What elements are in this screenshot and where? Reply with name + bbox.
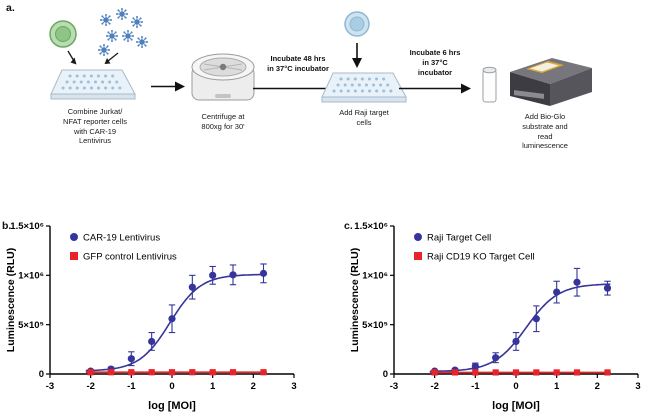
data-point [260, 369, 267, 376]
data-point [87, 369, 94, 376]
data-point [128, 369, 135, 376]
data-point [512, 369, 520, 376]
data-point [209, 369, 216, 376]
legend-label: Raji CD19 KO Target Cell [427, 252, 535, 263]
y-tick-label: 0 [383, 369, 388, 380]
legend-marker [414, 233, 422, 241]
fit-curve [429, 283, 611, 373]
x-tick-label: 3 [635, 381, 640, 392]
data-point [573, 369, 581, 376]
legend-label: Raji Target Cell [427, 233, 491, 244]
legend-label: CAR-19 Lentivirus [83, 233, 160, 244]
step4-caption: Add Bio-Glo substrate and read luminesce… [522, 112, 568, 151]
data-point [189, 369, 196, 376]
data-point [188, 283, 196, 291]
legend-marker [414, 252, 422, 260]
y-axis-title: Luminescence (RLU) [349, 248, 361, 352]
data-point [127, 355, 135, 363]
centrifuge-icon [191, 53, 255, 101]
step1-caption: Combine Jurkat/ NFAT reporter cells with… [63, 107, 127, 146]
x-tick-label: -2 [86, 381, 94, 392]
x-tick-label: -1 [471, 381, 480, 392]
x-tick-label: 0 [169, 381, 174, 392]
data-point [259, 269, 268, 277]
data-point [553, 288, 561, 296]
incubate-6-label: Incubate 6 hrs in 37°C incubator [409, 48, 461, 77]
y-tick-label: 5×10⁵ [362, 320, 388, 331]
data-point [471, 362, 479, 370]
x-tick-label: -3 [46, 381, 54, 392]
arrow-right-icon [399, 83, 471, 94]
x-tick-label: -1 [127, 381, 136, 392]
arrow-right-icon [151, 81, 185, 92]
data-point [229, 271, 237, 279]
bioglo-tube-and-luminometer-icon [482, 58, 592, 106]
dose-response-chart-c: -3 -2 -1 0 1 2 3 0 5×10⁵ 1×10⁶ 1.5×10⁶ log [MOI] Lum… [349, 221, 641, 412]
data-point [573, 278, 581, 286]
data-point [604, 369, 611, 376]
panel-a-label: a. [6, 2, 15, 14]
fit-curve [85, 273, 267, 372]
data-point [533, 369, 540, 376]
x-axis-title: log [MOI] [148, 400, 196, 412]
data-point [229, 369, 237, 376]
data-point [431, 369, 438, 376]
data-point [603, 284, 612, 292]
data-point [148, 369, 155, 376]
y-tick-label: 1.5×10⁶ [354, 221, 388, 232]
combine-cells-virus-plate-icon [49, 7, 149, 101]
x-tick-label: -2 [430, 381, 438, 392]
data-point [451, 369, 459, 376]
data-point [532, 315, 540, 323]
legend-marker [70, 252, 78, 260]
target-cell-plate-icon [320, 71, 408, 104]
panel-b-label: b. [2, 220, 12, 232]
step2-caption: Centrifuge at 800xg for 30' [201, 112, 245, 131]
incubate-48-label: Incubate 48 hrs in 37°C incubator [267, 54, 329, 73]
data-point [492, 369, 499, 376]
data-point [553, 369, 560, 376]
data-point [168, 369, 176, 376]
y-tick-label: 1×10⁶ [362, 271, 388, 282]
raji-cell-icon [344, 11, 370, 37]
x-tick-label: 2 [595, 381, 600, 392]
data-point [168, 315, 176, 323]
x-tick-label: 3 [291, 381, 296, 392]
y-tick-label: 1×10⁶ [18, 271, 44, 282]
legend-label: GFP control Lentivirus [83, 252, 177, 263]
y-tick-label: 0 [39, 369, 44, 380]
y-axis-title: Luminescence (RLU) [5, 248, 17, 352]
data-point [148, 337, 156, 346]
data-point [492, 354, 500, 362]
panel-c-label: c. [344, 220, 353, 232]
x-tick-label: 1 [210, 381, 216, 392]
x-axis-title: log [MOI] [492, 400, 540, 412]
data-point [512, 337, 520, 346]
dose-response-chart-b: -3 -2 -1 0 1 2 3 0 5×10⁵ 1×10⁶ 1.5×10⁶ log [MOI] Lum… [5, 221, 297, 412]
x-tick-label: 2 [251, 381, 256, 392]
x-tick-label: -3 [390, 381, 398, 392]
y-tick-label: 5×10⁵ [18, 320, 44, 331]
x-tick-label: 0 [513, 381, 518, 392]
y-tick-label: 1.5×10⁶ [10, 221, 44, 232]
step3-caption: Add Raji target cells [339, 108, 389, 127]
data-point [107, 369, 115, 376]
x-tick-label: 1 [554, 381, 560, 392]
legend-marker [70, 233, 78, 241]
arrow-down-icon [352, 43, 362, 68]
data-point [472, 369, 479, 376]
data-point [209, 271, 217, 279]
